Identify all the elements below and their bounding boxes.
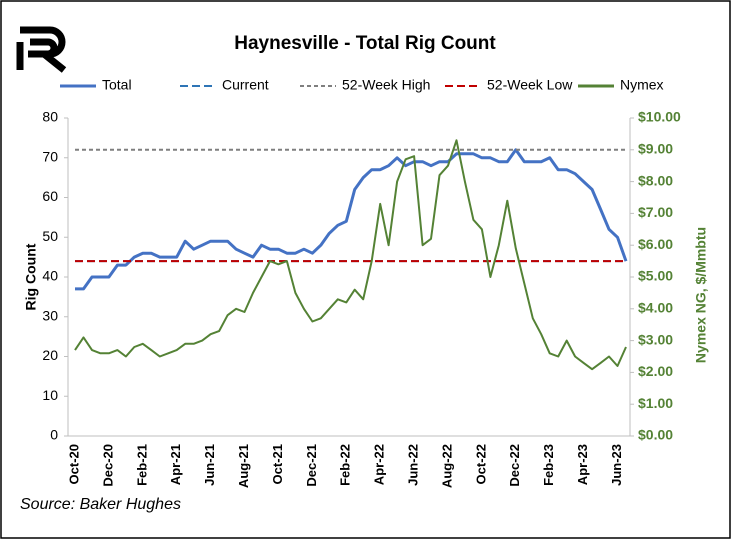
x-tick-label: Oct-20 xyxy=(66,444,81,484)
x-tick-label: Dec-21 xyxy=(304,444,319,487)
y2-tick-label: $3.00 xyxy=(638,331,673,347)
y-tick-label: 70 xyxy=(42,148,58,164)
y2-tick-label: $9.00 xyxy=(638,141,673,157)
x-tick-label: Feb-22 xyxy=(338,444,353,486)
chart-title: Haynesville - Total Rig Count xyxy=(234,33,496,54)
y2-tick-label: $8.00 xyxy=(638,172,673,188)
series-line xyxy=(75,148,628,291)
y2-axis-label: Nymex NG, $/Mmbtu xyxy=(693,227,709,363)
y2-tick-label: $10.00 xyxy=(638,109,681,125)
y-tick-label: 60 xyxy=(42,188,58,204)
y2-tick-label: $6.00 xyxy=(638,236,673,252)
y-tick-label: 50 xyxy=(42,228,58,244)
x-tick-label: Dec-20 xyxy=(100,444,115,487)
x-tick-label: Apr-22 xyxy=(372,444,387,485)
x-tick-label: Aug-21 xyxy=(236,444,251,488)
legend-label: 52-Week Low xyxy=(487,77,573,93)
x-tick-label: Aug-22 xyxy=(439,444,454,488)
y2-tick-label: $2.00 xyxy=(638,363,673,379)
y-tick-label: 20 xyxy=(42,347,58,363)
legend-label: Total xyxy=(102,77,132,93)
y-tick-label: 10 xyxy=(42,387,58,403)
x-tick-label: Oct-21 xyxy=(270,444,285,484)
y2-tick-label: $4.00 xyxy=(638,300,673,316)
x-tick-label: Apr-21 xyxy=(168,444,183,485)
y-tick-label: 80 xyxy=(42,109,58,125)
x-tick-label: Apr-23 xyxy=(575,444,590,485)
y2-tick-label: $5.00 xyxy=(638,268,673,284)
y-tick-label: 30 xyxy=(42,307,58,323)
x-tick-label: Dec-22 xyxy=(507,444,522,487)
legend-label: 52-Week High xyxy=(342,77,430,93)
y2-tick-label: $1.00 xyxy=(638,395,673,411)
x-tick-label: Jun-22 xyxy=(406,444,421,486)
logo xyxy=(16,26,67,73)
x-tick-label: Jun-21 xyxy=(202,444,217,486)
y2-tick-label: $0.00 xyxy=(638,427,673,443)
x-tick-label: Jun-23 xyxy=(609,444,624,486)
x-tick-label: Feb-23 xyxy=(541,444,556,486)
y-tick-label: 40 xyxy=(42,268,58,284)
x-tick-label: Oct-22 xyxy=(473,444,488,484)
y-axis-label: Rig Count xyxy=(23,243,39,310)
legend-label: Current xyxy=(222,77,269,93)
series-line xyxy=(74,139,627,371)
legend-label: Nymex xyxy=(620,77,664,93)
y-tick-label: 0 xyxy=(50,427,58,443)
source: Source: Baker Hughes xyxy=(20,496,181,513)
x-tick-label: Feb-21 xyxy=(134,444,149,486)
y2-tick-label: $7.00 xyxy=(638,204,673,220)
